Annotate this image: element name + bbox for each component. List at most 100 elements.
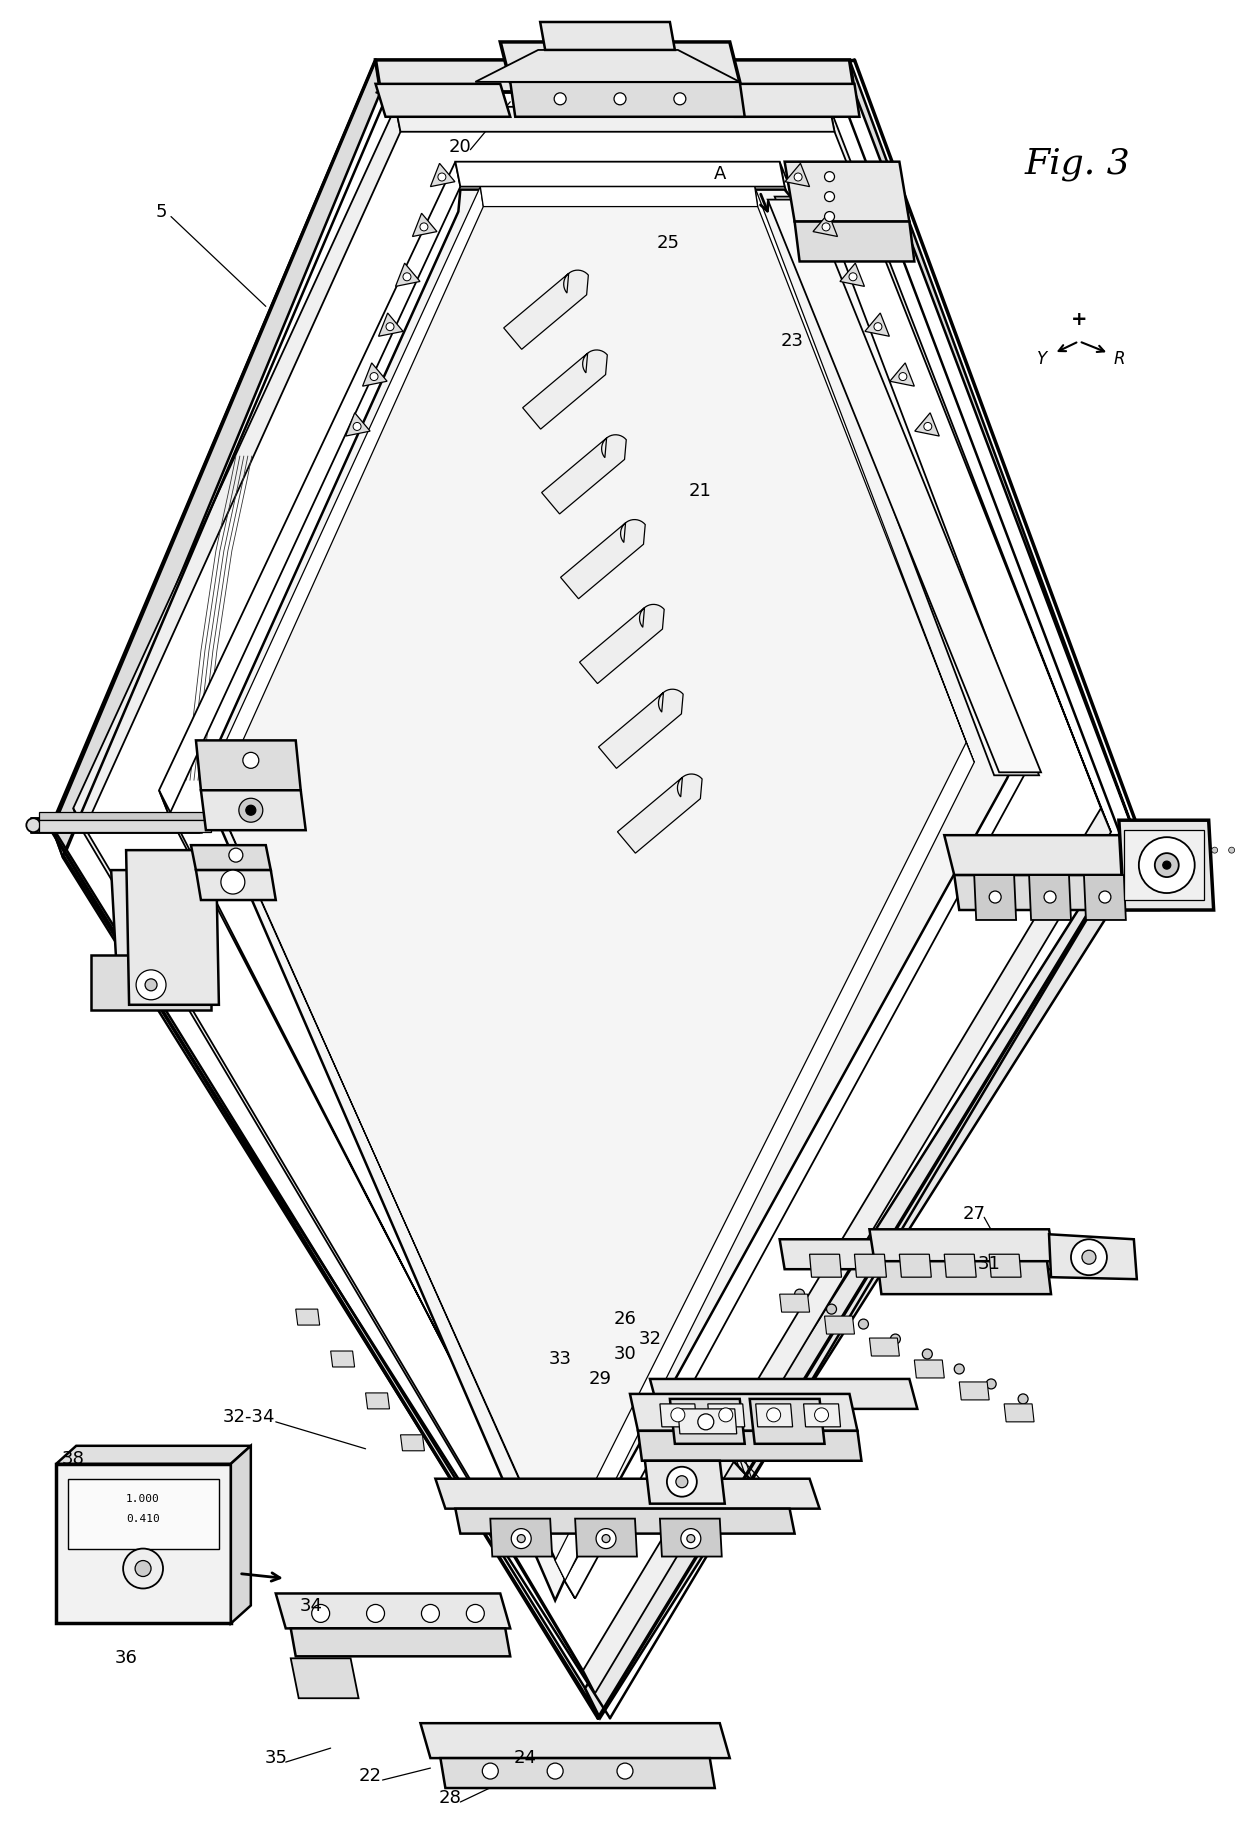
- Circle shape: [719, 1407, 733, 1422]
- Polygon shape: [915, 412, 939, 436]
- Polygon shape: [849, 60, 1143, 859]
- Text: 26: 26: [614, 1311, 636, 1329]
- Text: 30: 30: [614, 1345, 636, 1364]
- Polygon shape: [542, 434, 626, 514]
- Polygon shape: [660, 1519, 722, 1557]
- Polygon shape: [290, 1628, 510, 1657]
- Polygon shape: [420, 1723, 730, 1757]
- Circle shape: [681, 1529, 701, 1548]
- Polygon shape: [112, 870, 201, 961]
- Polygon shape: [730, 84, 859, 117]
- Polygon shape: [990, 1254, 1021, 1278]
- Polygon shape: [670, 1398, 745, 1444]
- Polygon shape: [159, 162, 460, 815]
- Circle shape: [246, 806, 255, 815]
- Text: 22: 22: [360, 1766, 382, 1785]
- Polygon shape: [208, 780, 565, 1581]
- Text: 21: 21: [688, 481, 712, 500]
- Polygon shape: [585, 826, 1143, 1719]
- Circle shape: [825, 211, 835, 222]
- Text: 32-34: 32-34: [223, 1407, 275, 1426]
- Text: 38: 38: [62, 1449, 84, 1468]
- Polygon shape: [68, 1478, 219, 1548]
- Text: 36: 36: [114, 1650, 138, 1668]
- Circle shape: [794, 173, 802, 180]
- Text: R: R: [1114, 350, 1125, 368]
- Polygon shape: [435, 1478, 820, 1509]
- Polygon shape: [780, 1240, 1054, 1269]
- Polygon shape: [864, 314, 889, 335]
- Circle shape: [596, 1529, 616, 1548]
- Circle shape: [924, 423, 931, 430]
- Polygon shape: [201, 791, 306, 829]
- Circle shape: [422, 1604, 439, 1622]
- Circle shape: [825, 171, 835, 182]
- Polygon shape: [869, 1338, 899, 1356]
- Polygon shape: [1004, 1404, 1034, 1422]
- Polygon shape: [975, 875, 1016, 921]
- Polygon shape: [945, 835, 1153, 875]
- Polygon shape: [396, 263, 420, 286]
- Circle shape: [990, 891, 1001, 902]
- Polygon shape: [1123, 829, 1204, 901]
- Polygon shape: [854, 1254, 887, 1278]
- Polygon shape: [196, 870, 275, 901]
- Circle shape: [614, 93, 626, 104]
- Polygon shape: [40, 813, 211, 820]
- Polygon shape: [378, 314, 403, 335]
- Polygon shape: [1049, 1234, 1137, 1280]
- Polygon shape: [562, 753, 1024, 1599]
- Polygon shape: [768, 199, 1042, 773]
- Polygon shape: [51, 60, 381, 859]
- Circle shape: [822, 222, 830, 232]
- Polygon shape: [503, 270, 588, 350]
- Polygon shape: [660, 1404, 697, 1427]
- Text: 35: 35: [264, 1748, 288, 1766]
- Circle shape: [667, 1468, 697, 1497]
- Polygon shape: [73, 808, 595, 1694]
- Polygon shape: [159, 791, 575, 1599]
- Polygon shape: [191, 846, 270, 870]
- Polygon shape: [376, 84, 510, 117]
- Polygon shape: [126, 850, 219, 1004]
- Polygon shape: [208, 186, 484, 800]
- Polygon shape: [630, 1395, 858, 1431]
- Circle shape: [229, 848, 243, 862]
- Circle shape: [1044, 891, 1056, 902]
- Polygon shape: [1118, 820, 1214, 910]
- Polygon shape: [455, 162, 785, 186]
- Circle shape: [986, 1378, 996, 1389]
- Text: 5: 5: [155, 202, 167, 221]
- Circle shape: [1083, 1251, 1096, 1263]
- Polygon shape: [376, 60, 854, 91]
- Text: 0.410: 0.410: [126, 1513, 160, 1524]
- Circle shape: [698, 1415, 714, 1429]
- Circle shape: [517, 1535, 526, 1542]
- Circle shape: [858, 1320, 868, 1329]
- Polygon shape: [362, 363, 387, 386]
- Polygon shape: [440, 1757, 714, 1788]
- Text: 32: 32: [639, 1331, 661, 1347]
- Circle shape: [899, 372, 906, 381]
- Circle shape: [311, 1604, 330, 1622]
- Polygon shape: [678, 1409, 737, 1435]
- Circle shape: [135, 1560, 151, 1577]
- Circle shape: [673, 93, 686, 104]
- Circle shape: [239, 798, 263, 822]
- Circle shape: [145, 979, 157, 992]
- Polygon shape: [575, 1519, 637, 1557]
- Text: Fig. 3: Fig. 3: [1024, 146, 1130, 180]
- Polygon shape: [780, 162, 1024, 775]
- Circle shape: [1161, 848, 1167, 853]
- Polygon shape: [40, 820, 211, 831]
- Polygon shape: [785, 164, 810, 186]
- Polygon shape: [708, 1404, 745, 1427]
- Circle shape: [386, 323, 394, 330]
- Text: 34: 34: [299, 1597, 322, 1615]
- Circle shape: [482, 1763, 498, 1779]
- Polygon shape: [523, 350, 608, 428]
- Polygon shape: [960, 1382, 990, 1400]
- Polygon shape: [295, 1309, 320, 1325]
- Polygon shape: [618, 775, 702, 853]
- Text: 24: 24: [513, 1748, 537, 1766]
